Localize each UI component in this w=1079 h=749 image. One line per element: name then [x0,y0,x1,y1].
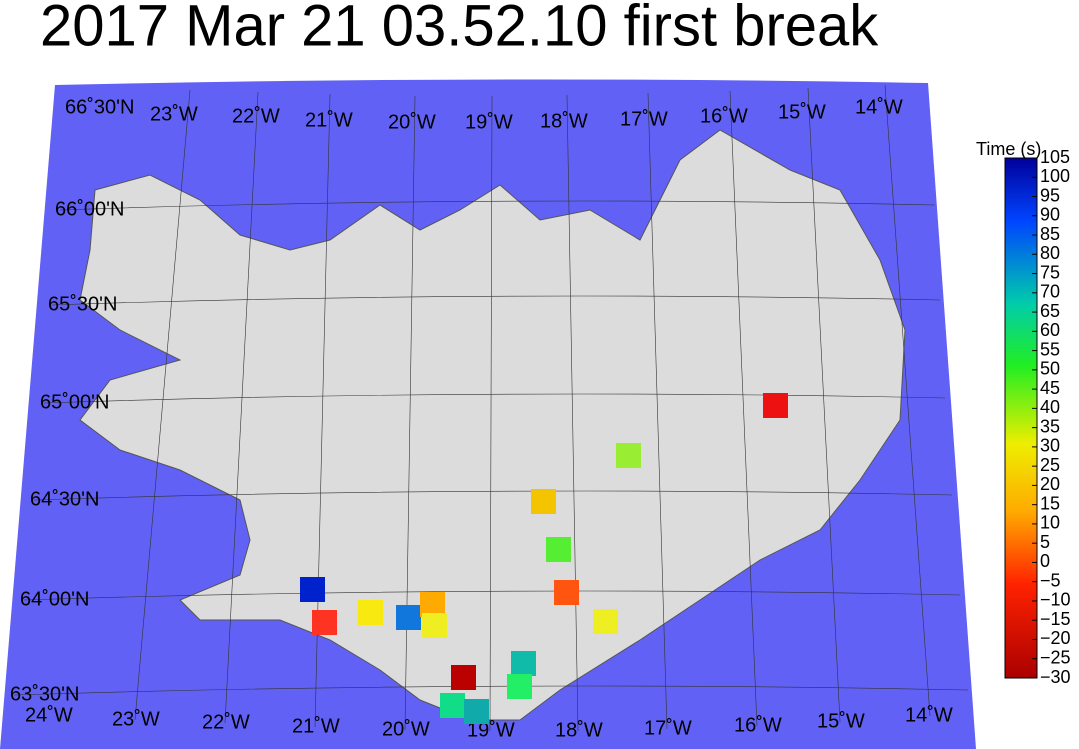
colorbar-tick-label: 65 [1040,301,1060,321]
map-label: 16˚W [734,714,782,736]
map-label: 22˚W [202,711,250,733]
colorbar-tick-label: −20 [1040,628,1071,648]
map-label: 19˚W [465,111,513,133]
colorbar-tick-label: 30 [1040,436,1060,456]
colorbar-tick-label: 50 [1040,359,1060,379]
colorbar-tick-label: 60 [1040,320,1060,340]
colorbar-label: Time (s) [976,139,1041,159]
map-label: 17˚W [620,108,668,130]
colorbar-tick-label: 40 [1040,397,1060,417]
map-label: 18˚W [555,719,603,741]
map-label: 17˚W [644,717,692,739]
station [507,674,532,699]
colorbar-tick-label: 75 [1040,262,1060,282]
station [511,651,536,676]
colorbar [1004,157,1038,679]
colorbar-tick-label: 70 [1040,282,1060,302]
map-label: 22˚W [232,105,280,127]
colorbar-tick-label: 80 [1040,243,1060,263]
colorbar-tick-label: 25 [1040,455,1060,475]
station [312,610,337,635]
map-label: 21˚W [292,715,340,737]
station [531,489,556,514]
station [464,699,489,724]
colorbar-tick-label: 105 [1040,147,1070,167]
colorbar-tick-label: 0 [1040,551,1050,571]
colorbar-tick-label: 95 [1040,185,1060,205]
map-label: 64˚30'N [30,488,99,510]
map-label: 18˚W [540,110,588,132]
station [300,577,325,602]
colorbar-tick-label: 45 [1040,378,1060,398]
colorbar-tick-label: 15 [1040,493,1060,513]
map-label: 24˚W [25,704,73,726]
colorbar-tick-label: 55 [1040,339,1060,359]
map-label: 66˚30'N [65,96,134,118]
iceland [79,129,906,721]
colorbar-tick-label: 90 [1040,205,1060,225]
map-label: 65˚00'N [40,391,109,413]
map-label: 23˚W [112,708,160,730]
colorbar-tick-label: −10 [1040,590,1071,610]
colorbar-tick-label: 35 [1040,416,1060,436]
colorbar-tick-label: 20 [1040,474,1060,494]
map-label: 19˚W [467,719,515,741]
station [396,605,421,630]
station [358,600,383,625]
colorbar-tick-label: −15 [1040,609,1071,629]
map-label: 65˚30'N [48,293,117,315]
station [616,443,641,468]
map-label: 15˚W [778,101,826,123]
map-label: 14˚W [905,704,953,726]
station [440,693,465,718]
colorbar-tick-label: −25 [1040,647,1071,667]
map-label: 21˚W [305,109,353,131]
colorbar-tick-label: 100 [1040,166,1070,186]
station [420,592,445,617]
station [593,609,618,634]
station [451,665,476,690]
map-label: 20˚W [382,718,430,740]
map-label: 64˚00'N [20,588,89,610]
map-label: 66˚00'N [55,198,124,220]
graticule [13,84,969,732]
colorbar-tick-label: 10 [1040,513,1060,533]
station [546,537,571,562]
map-label: 63˚30'N [10,683,79,705]
colorbar-tick-label: 85 [1040,224,1060,244]
map-label: 14˚W [855,96,903,118]
colorbar-tick-label: −30 [1040,667,1071,687]
map-label: 16˚W [700,105,748,127]
station [554,580,579,605]
station [763,393,788,418]
colorbar-tick-label: 5 [1040,532,1050,552]
station [422,613,447,638]
map-label: 23˚W [150,103,198,125]
map-label: 15˚W [817,710,865,732]
colorbar-tick-label: −5 [1040,570,1061,590]
map-label: 20˚W [388,111,436,133]
title: 2017 Mar 21 03.52.10 first break [40,0,879,58]
